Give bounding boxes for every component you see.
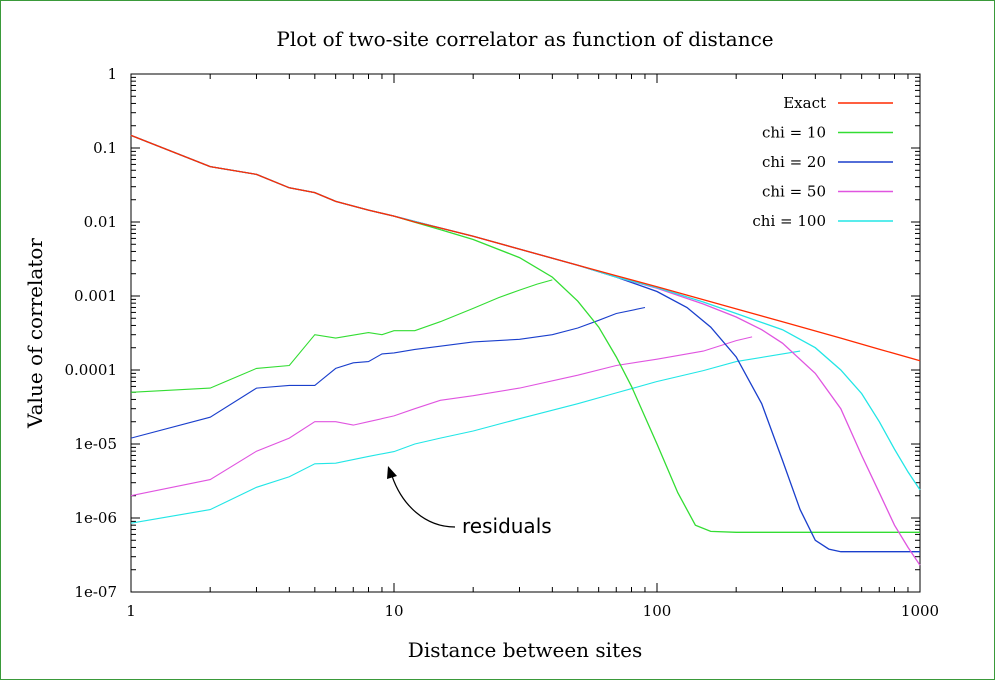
residual-line <box>130 336 753 497</box>
legend-label: chi = 20 <box>762 153 826 171</box>
legend-label: chi = 100 <box>752 212 826 230</box>
x-tick-label: 1000 <box>901 602 939 620</box>
residual-line <box>130 279 553 393</box>
legend-label: Exact <box>783 94 826 112</box>
legend-label: chi = 10 <box>762 124 826 142</box>
residuals-arrowhead <box>387 466 397 479</box>
plot-area-border <box>130 73 921 593</box>
axis-ticks: 1 10 100 1000 1 0.1 0.01 0.001 0.0001 1e-05 1e-06 1… <box>65 65 940 620</box>
y-tick-label: 0.001 <box>74 287 117 305</box>
residuals-label: residuals <box>462 514 552 538</box>
x-axis-label: Distance between sites <box>408 638 642 662</box>
y-tick-label: 0.1 <box>93 139 117 157</box>
x-tick-label: 100 <box>643 602 672 620</box>
residuals-annotation: residuals <box>387 466 552 538</box>
legend-label: chi = 50 <box>762 183 826 201</box>
y-tick-label: 1 <box>107 65 117 83</box>
residual-line <box>130 350 801 524</box>
residual-line <box>130 306 646 439</box>
y-tick-label: 0.01 <box>84 213 117 231</box>
y-tick-label: 1e-05 <box>74 435 117 453</box>
legend: Exact chi = 10 chi = 20 chi = 50 chi = 100 <box>752 94 893 230</box>
y-tick-label: 1e-06 <box>74 509 117 527</box>
series-layer <box>130 134 921 566</box>
x-tick-label: 1 <box>126 602 136 620</box>
y-axis-label: Value of correlator <box>23 238 47 429</box>
x-tick-label: 10 <box>384 602 403 620</box>
y-tick-label: 1e-07 <box>74 583 117 601</box>
residuals-arrow <box>391 475 456 528</box>
y-tick-label: 0.0001 <box>65 361 118 379</box>
series-line-exact <box>130 134 921 362</box>
chart-title: Plot of two-site correlator as function … <box>276 27 773 51</box>
